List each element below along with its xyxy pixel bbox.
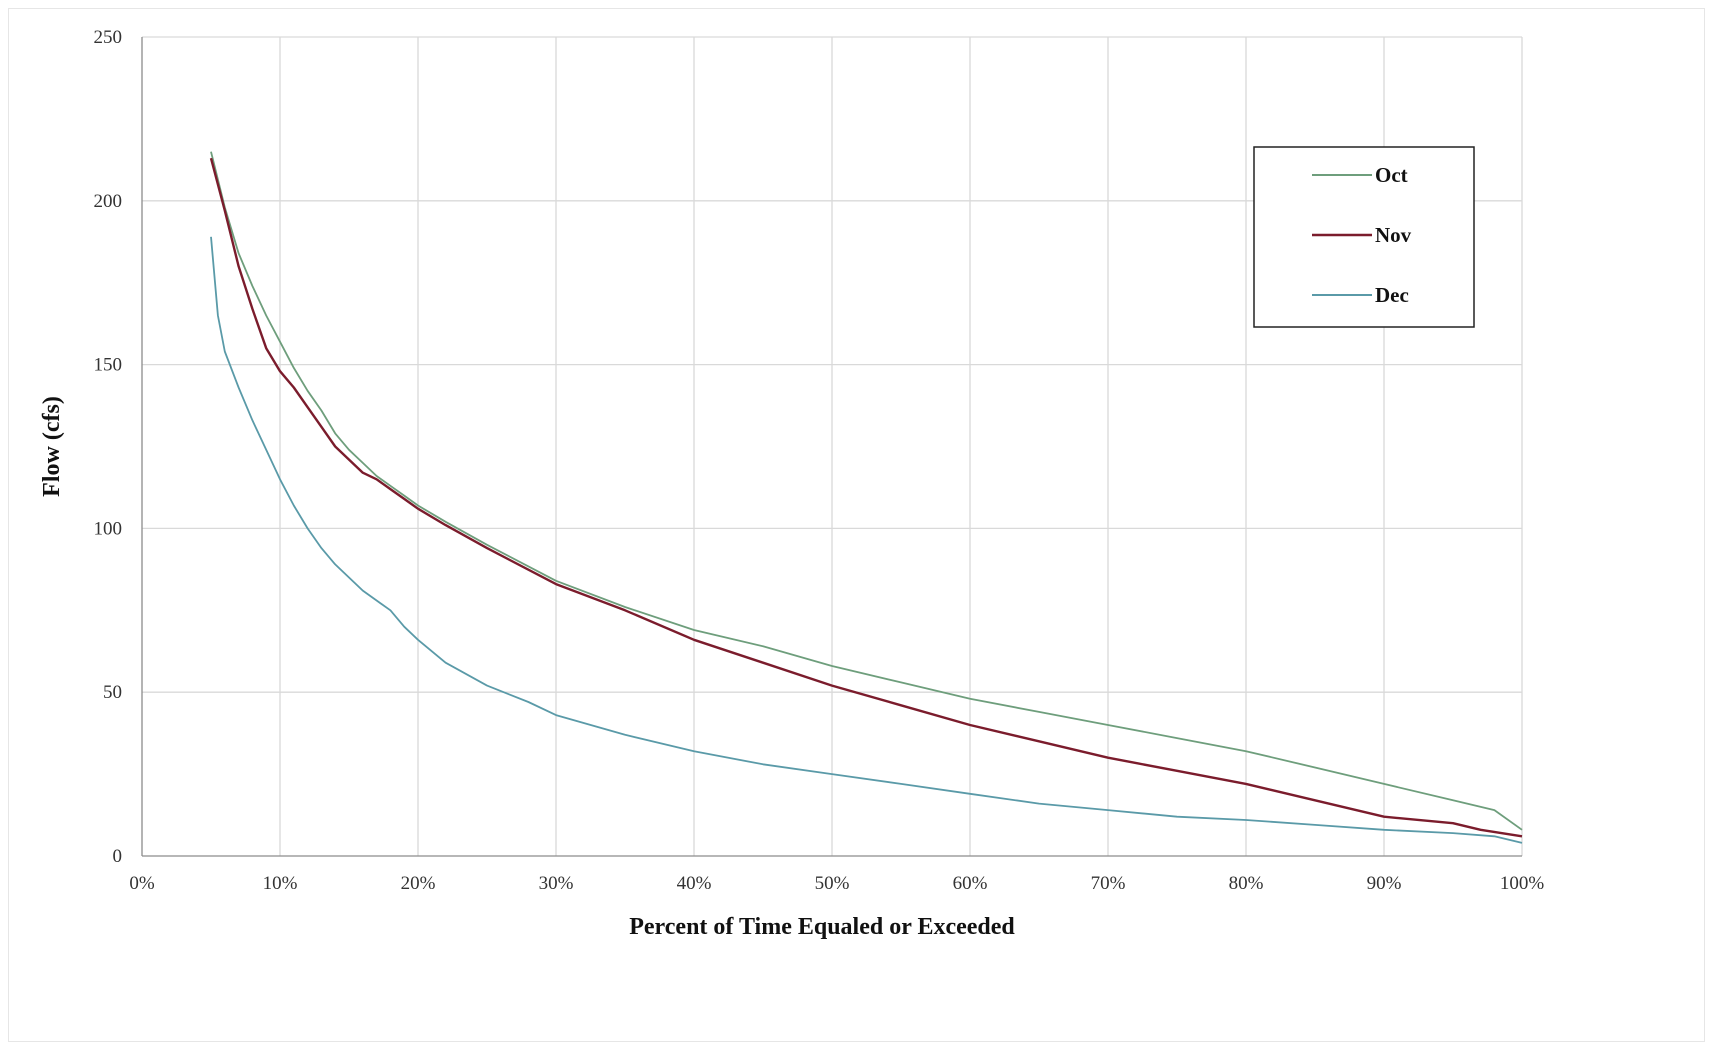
series-line-dec <box>210 236 1523 844</box>
legend-label-dec: Dec <box>1375 283 1409 307</box>
x-axis-title: Percent of Time Equaled or Exceeded <box>629 914 1015 940</box>
series-line-nov <box>209 157 1523 838</box>
tick-layer: 0 50 100 150 200 250 0% 10% 20% 30% 40% 50% 60% 70% 80… <box>94 27 1545 894</box>
x-tick-label: 80% <box>1229 873 1264 894</box>
grid-layer <box>142 36 1523 856</box>
legend: Oct Nov Dec <box>1253 146 1475 328</box>
x-tick-label: 90% <box>1367 873 1402 894</box>
x-tick-label: 10% <box>263 873 298 894</box>
legend-items: Oct Nov Dec <box>1312 163 1412 307</box>
chart-frame: 0 50 100 150 200 250 0% 10% 20% 30% 40% 50% 60% 70% 80… <box>8 8 1705 1042</box>
y-tick-label: 150 <box>94 355 123 376</box>
x-tick-label: 0% <box>129 873 155 894</box>
x-tick-label: 50% <box>815 873 850 894</box>
axis-layer <box>141 37 1522 857</box>
legend-box <box>1253 146 1475 328</box>
y-tick-label: 50 <box>103 682 122 703</box>
legend-label-nov: Nov <box>1375 223 1412 247</box>
flow-duration-chart: 0 50 100 150 200 250 0% 10% 20% 30% 40% 50% 60% 70% 80… <box>39 27 1545 940</box>
x-tick-label: 40% <box>677 873 712 894</box>
x-tick-label: 20% <box>401 873 436 894</box>
y-tick-label: 250 <box>94 27 123 48</box>
x-tick-label: 100% <box>1500 873 1545 894</box>
y-tick-label: 100 <box>94 518 123 539</box>
y-tick-label: 0 <box>113 846 123 867</box>
y-axis-title: Flow (cfs) <box>39 396 65 497</box>
x-tick-label: 30% <box>539 873 574 894</box>
series-line-oct <box>210 151 1523 831</box>
x-tick-label: 60% <box>953 873 988 894</box>
series-layer <box>209 151 1523 844</box>
legend-label-oct: Oct <box>1375 163 1408 187</box>
x-tick-label: 70% <box>1091 873 1126 894</box>
y-tick-label: 200 <box>94 191 123 212</box>
